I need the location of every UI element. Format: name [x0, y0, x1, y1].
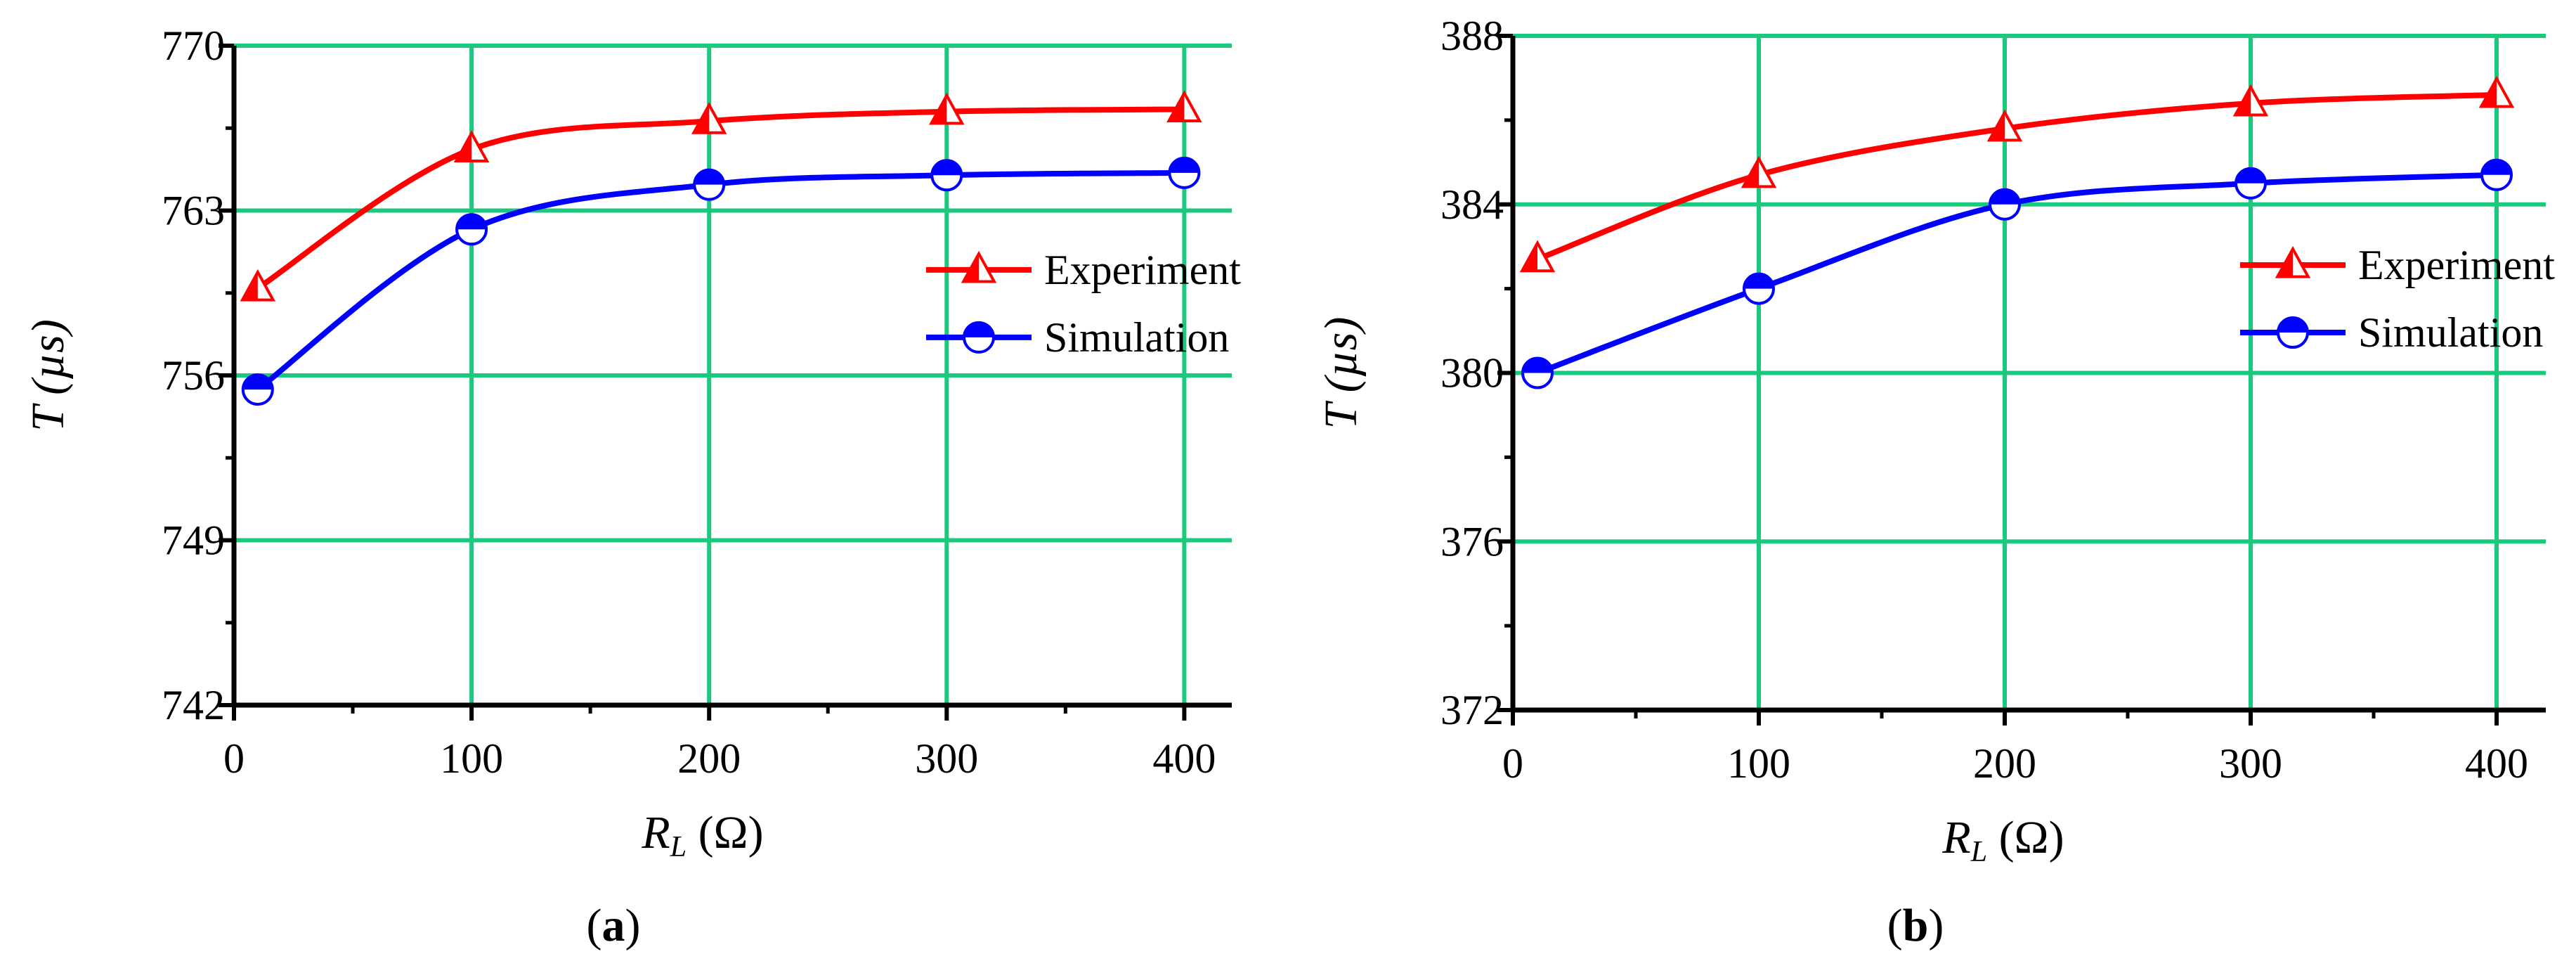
x-tick-label: 0: [223, 735, 245, 782]
data-point-experiment-triangle-fill: [2235, 86, 2251, 115]
panel-caption-letter: a: [602, 900, 625, 951]
x-tick-label: 200: [677, 735, 741, 782]
y-tick-label: 388: [1440, 13, 1504, 59]
x-tick-label: 300: [915, 735, 978, 782]
y-tick-label: 384: [1440, 181, 1504, 228]
data-point-simulation-circle-fill: [2482, 160, 2511, 175]
data-point-simulation-circle-fill: [694, 169, 724, 185]
x-axis-title: RL (Ω): [1941, 812, 2064, 868]
y-axis-title-symbol: T: [22, 403, 74, 432]
panel-caption-letter: b: [1903, 900, 1929, 951]
panel-caption-open: (: [587, 900, 602, 951]
legend-marker-simulation-circle-fill: [2278, 318, 2308, 333]
y-tick-label: 756: [162, 352, 225, 399]
data-point-experiment-triangle-fill: [242, 272, 258, 300]
x-axis-title-unit: (Ω): [687, 807, 764, 858]
data-point-simulation-circle-fill: [1990, 189, 2019, 205]
data-point-simulation-circle-fill: [1744, 273, 1774, 289]
data-point-simulation-circle-fill: [457, 214, 487, 230]
y-axis-title: T (µs): [22, 319, 74, 432]
legend-marker-experiment-triangle-fill: [963, 253, 979, 282]
y-tick-label: 376: [1440, 518, 1504, 565]
y-tick-label: 749: [162, 517, 225, 564]
x-axis-title-unit: (Ω): [1987, 812, 2064, 863]
y-tick-label: 380: [1440, 350, 1504, 396]
data-point-simulation-circle-fill: [1523, 358, 1552, 373]
data-point-experiment-triangle-fill: [456, 133, 472, 161]
y-tick-label: 372: [1440, 687, 1504, 733]
y-tick-label: 742: [162, 682, 225, 728]
data-point-experiment-triangle-fill: [931, 95, 947, 124]
panel-caption: (a): [587, 900, 641, 951]
data-point-experiment-triangle-fill: [2481, 78, 2497, 107]
chart-panel-a: 742 749 756 763 770 0 100 200 300 400 RL (Ω) T (µs)…: [22, 22, 1241, 951]
panel-caption-open: (: [1887, 900, 1903, 951]
legend-marker-experiment-triangle-fill: [2277, 249, 2293, 277]
x-tick-label: 400: [2465, 740, 2528, 787]
panel-caption-close: ): [1928, 900, 1944, 951]
data-point-simulation-circle-fill: [1169, 157, 1199, 173]
y-tick-label: 763: [162, 188, 225, 234]
legend-label-experiment: Experiment: [1044, 247, 1241, 293]
legend-label-simulation: Simulation: [1044, 314, 1229, 361]
x-axis-title-subscript: L: [1970, 836, 1987, 868]
x-axis-title-symbol: R: [641, 807, 670, 858]
data-point-experiment-triangle-fill: [1522, 243, 1537, 271]
y-axis-title-unit: (µs): [22, 319, 74, 406]
x-axis-title: RL (Ω): [641, 807, 763, 863]
y-axis-title: T (µs): [1315, 317, 1367, 430]
data-point-simulation-circle-fill: [242, 375, 273, 390]
x-tick-label: 100: [1727, 740, 1790, 787]
y-axis-title-unit: (µs): [1315, 317, 1367, 404]
chart-panel-b: 372 376 380 384 388 0 100 200 300 400 RL (Ω) T (µs)…: [1315, 13, 2555, 951]
y-tick-label: 770: [162, 22, 225, 69]
data-point-simulation-circle-fill: [932, 160, 962, 176]
data-point-simulation-circle-fill: [2236, 168, 2265, 183]
x-tick-label: 300: [2219, 740, 2282, 787]
legend-marker-simulation-circle-fill: [964, 322, 994, 337]
x-axis-title-subscript: L: [670, 831, 687, 863]
x-tick-label: 400: [1152, 735, 1216, 782]
data-point-experiment-triangle-fill: [694, 105, 710, 133]
data-point-experiment-triangle-fill: [1743, 158, 1759, 187]
legend-label-simulation: Simulation: [2358, 309, 2543, 356]
x-tick-label: 100: [440, 735, 503, 782]
x-tick-label: 0: [1502, 740, 1523, 787]
data-point-experiment-triangle-fill: [1169, 93, 1185, 122]
data-point-experiment-triangle-fill: [1989, 112, 2005, 141]
x-axis-title-symbol: R: [1941, 812, 1970, 863]
legend-label-experiment: Experiment: [2358, 242, 2555, 288]
panel-caption: (b): [1887, 900, 1944, 951]
y-axis-title-symbol: T: [1315, 400, 1367, 429]
x-tick-label: 200: [1973, 740, 2036, 787]
panel-caption-close: ): [625, 900, 641, 951]
